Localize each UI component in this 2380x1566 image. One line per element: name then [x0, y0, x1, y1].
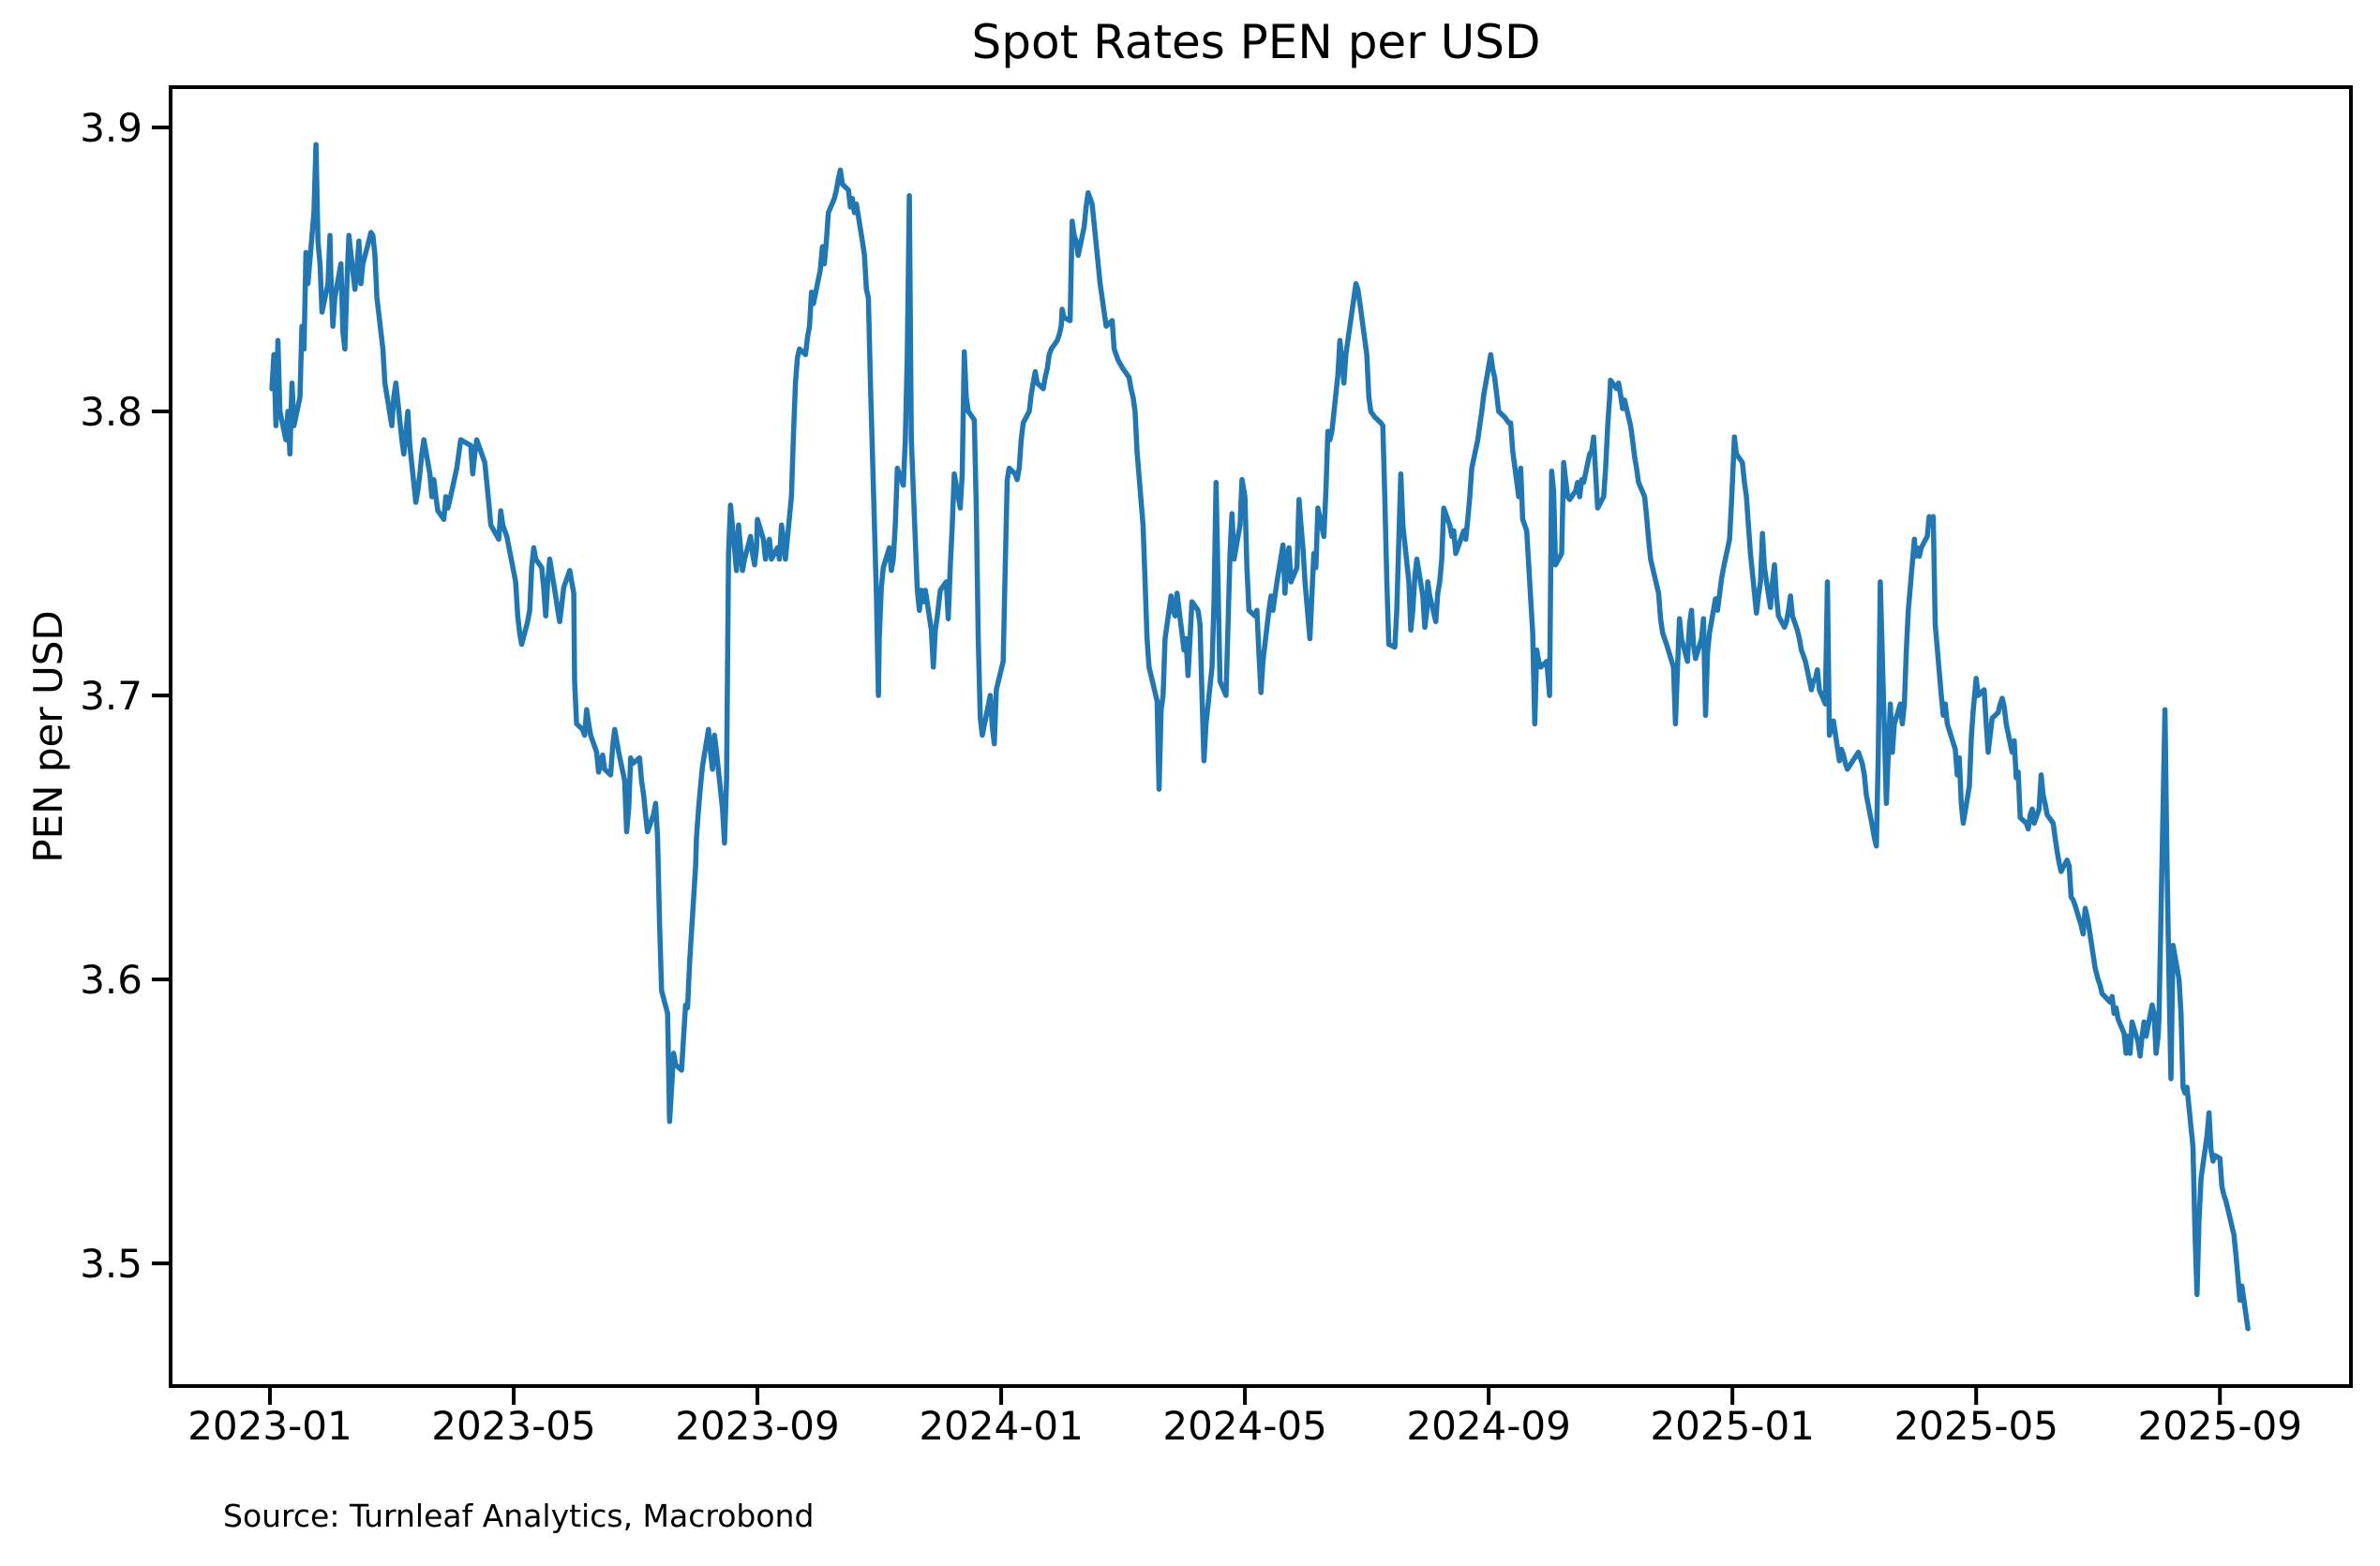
x-tick-label: 2023-05	[431, 1403, 596, 1449]
x-tick-label: 2025-05	[1894, 1403, 2058, 1449]
x-tick-label: 2024-01	[919, 1403, 1084, 1449]
y-tick-label: 3.7	[80, 673, 142, 719]
x-tick-label: 2025-09	[2137, 1403, 2302, 1449]
y-tick-label: 3.6	[80, 957, 142, 1003]
y-tick-label: 3.5	[80, 1241, 142, 1287]
chart-title: Spot Rates PEN per USD	[972, 15, 1541, 69]
plot-frame	[169, 85, 2353, 1388]
y-tick-label: 3.9	[80, 105, 142, 151]
x-tick-label: 2024-09	[1406, 1403, 1571, 1449]
x-tick-label: 2025-01	[1650, 1403, 1815, 1449]
y-axis-ticks: 3.5 3.6 3.7 3.8 3.9	[80, 105, 171, 1287]
y-tick-label: 3.8	[80, 389, 142, 435]
x-axis-ticks: 2023-01 2023-05 2023-09 2024-01 2024-05 2024-…	[187, 1386, 2302, 1449]
x-tick-label: 2023-09	[675, 1403, 840, 1449]
x-tick-label: 2024-05	[1162, 1403, 1327, 1449]
y-axis-label: PEN per USD	[25, 610, 71, 863]
source-note: Source: Turnleaf Analytics, Macrobond	[223, 1498, 814, 1534]
x-tick-label: 2023-01	[187, 1403, 352, 1449]
price-line	[269, 142, 2251, 1332]
